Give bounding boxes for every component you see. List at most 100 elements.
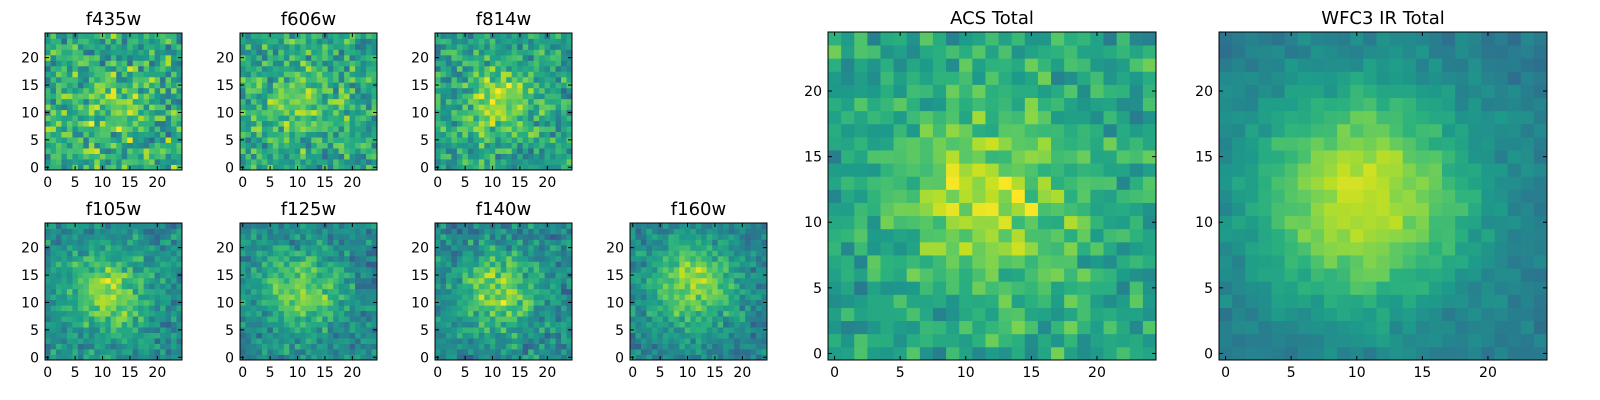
heatmap-cell xyxy=(55,60,62,67)
heatmap-cell xyxy=(154,148,161,154)
heatmap-cell xyxy=(566,261,573,268)
heatmap-cell xyxy=(841,189,855,203)
heatmap-cell xyxy=(998,320,1013,335)
heatmap-cell xyxy=(906,215,921,230)
heatmap-cell xyxy=(435,261,441,268)
heatmap-cell xyxy=(66,244,73,251)
heatmap-cell xyxy=(333,349,340,355)
heatmap-cell xyxy=(322,93,329,100)
x-tick-label: 5 xyxy=(266,175,275,191)
heatmap-cell xyxy=(701,261,708,268)
heatmap-cell xyxy=(561,239,567,246)
heatmap-cell xyxy=(240,239,246,246)
heatmap-cell xyxy=(473,115,480,122)
heatmap-cell xyxy=(566,142,573,149)
heatmap-cell xyxy=(467,60,474,67)
heatmap-cell xyxy=(673,305,680,312)
heatmap-cell xyxy=(171,54,177,61)
heatmap-cell xyxy=(289,43,296,50)
heatmap-cell xyxy=(867,346,881,361)
heatmap-cell xyxy=(761,294,768,301)
heatmap-cell xyxy=(522,137,529,143)
heatmap-cell xyxy=(1011,346,1026,361)
heatmap-cell xyxy=(160,38,166,45)
heatmap-cell xyxy=(539,239,545,246)
heatmap-cell xyxy=(278,305,285,312)
heatmap-cell xyxy=(349,153,356,160)
heatmap-cell xyxy=(55,76,62,83)
heatmap-cell xyxy=(316,310,323,317)
heatmap-cell xyxy=(272,82,279,89)
heatmap-cell xyxy=(690,354,697,361)
heatmap-cell xyxy=(467,104,474,111)
heatmap-cell xyxy=(355,305,361,312)
heatmap-cell xyxy=(338,310,345,317)
heatmap-cell xyxy=(88,120,95,127)
heatmap-cell xyxy=(132,43,139,50)
heatmap-cell xyxy=(138,266,145,273)
heatmap-cell xyxy=(366,305,372,312)
heatmap-cell xyxy=(110,104,117,111)
heatmap-cell xyxy=(50,250,57,257)
heatmap-cell xyxy=(143,33,150,39)
heatmap-cell xyxy=(355,104,361,111)
heatmap-cell xyxy=(138,288,145,295)
heatmap-cell xyxy=(684,288,691,295)
heatmap-cell xyxy=(467,354,474,361)
heatmap-cell xyxy=(1090,307,1104,322)
heatmap-cell xyxy=(72,288,79,295)
heatmap-cell xyxy=(121,126,128,133)
heatmap-cell xyxy=(662,266,669,273)
heatmap-cell xyxy=(451,82,458,89)
heatmap-cell xyxy=(511,233,518,240)
heatmap-cell xyxy=(456,310,463,317)
heatmap-cell xyxy=(267,255,274,262)
heatmap-cell xyxy=(83,294,90,301)
heatmap-cell xyxy=(338,239,345,246)
heatmap-cell xyxy=(349,288,356,295)
heatmap-cell xyxy=(511,244,518,251)
heatmap-cell xyxy=(45,87,51,94)
heatmap-cell xyxy=(561,109,567,116)
heatmap-cell xyxy=(528,349,535,355)
heatmap-cell xyxy=(440,354,447,361)
heatmap-cell xyxy=(300,109,307,116)
heatmap-cell xyxy=(132,115,139,122)
heatmap-cell xyxy=(467,305,474,312)
heatmap-cell xyxy=(245,223,252,229)
heatmap-cell xyxy=(138,228,145,235)
heatmap-cell xyxy=(539,33,545,39)
heatmap-cell xyxy=(278,76,285,83)
heatmap-cell xyxy=(528,87,535,94)
heatmap-cell xyxy=(66,71,73,78)
heatmap-cell xyxy=(77,305,84,312)
heatmap-cell xyxy=(1129,163,1144,177)
heatmap-cell xyxy=(640,316,647,323)
heatmap-cell xyxy=(435,294,441,301)
heatmap-cell xyxy=(333,137,340,143)
heatmap-cell xyxy=(88,272,95,279)
heatmap-cell xyxy=(154,87,161,94)
heatmap-cell xyxy=(522,54,529,61)
heatmap-cell xyxy=(456,244,463,251)
heatmap-cell xyxy=(635,223,642,229)
heatmap-cell xyxy=(294,316,301,323)
heatmap-cell xyxy=(311,142,318,149)
heatmap-cell xyxy=(646,255,653,262)
heatmap-cell xyxy=(522,228,529,235)
heatmap-cell xyxy=(83,233,90,240)
heatmap-cell xyxy=(110,137,117,143)
heatmap-cell xyxy=(484,299,491,306)
heatmap-cell xyxy=(272,332,279,339)
heatmap-cell xyxy=(473,327,480,333)
heatmap-cell xyxy=(761,310,768,317)
heatmap-cell xyxy=(451,109,458,116)
heatmap-cell xyxy=(701,294,708,301)
heatmap-cell xyxy=(651,255,658,262)
heatmap-cell xyxy=(467,82,474,89)
heatmap-cell xyxy=(283,321,290,328)
heatmap-cell xyxy=(1129,241,1144,256)
heatmap-cell xyxy=(322,244,329,251)
heatmap-cell xyxy=(717,327,724,333)
heatmap-cell xyxy=(484,316,491,323)
